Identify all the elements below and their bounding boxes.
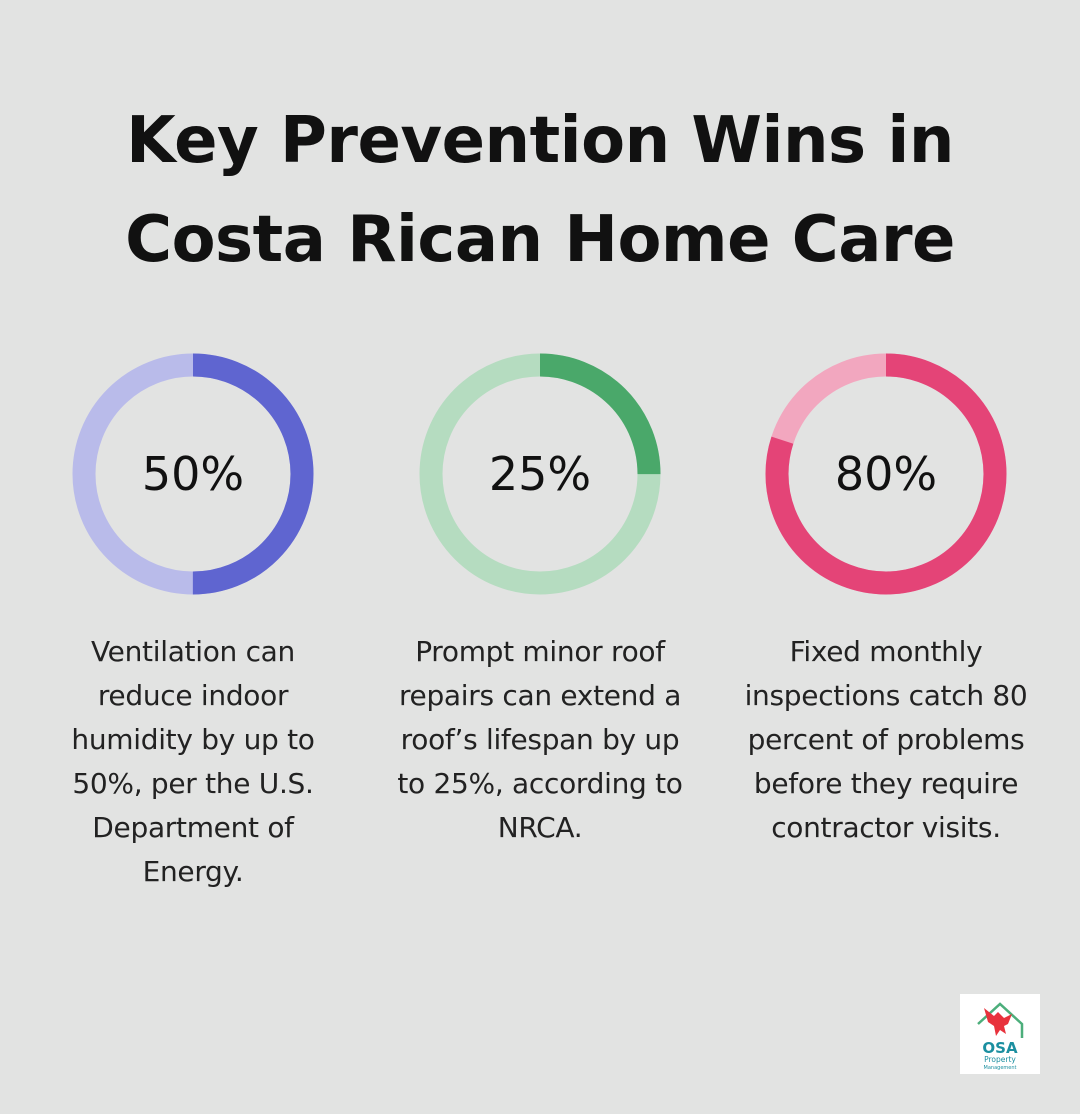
donut-chart-2: 25% [419, 353, 661, 595]
page-title: Key Prevention Wins in Costa Rican Home … [0, 92, 1080, 290]
stat-card-2: 25% Prompt minor roof repairs can extend… [395, 352, 685, 850]
logo-sub-text-2: Management [984, 1065, 1017, 1071]
donut-3-value-arc [765, 353, 1007, 595]
donut-1-label: 50% [142, 447, 244, 501]
donut-1-value-arc [72, 353, 314, 595]
stat-2-description: Prompt minor roof repairs can extend a r… [397, 635, 683, 844]
stat-card-1: 50% Ventilation can reduce indoor humidi… [48, 352, 338, 894]
logo-graphic: OSA Property Management [977, 1002, 1024, 1071]
donut-chart-1: 50% [72, 353, 314, 595]
macaw-bird-icon [984, 1008, 1012, 1036]
donut-2-label: 25% [489, 447, 591, 501]
brand-logo: OSA Property Management [960, 994, 1040, 1074]
logo-brand-text: OSA [982, 1039, 1018, 1057]
title-line-2: Costa Rican Home Care [125, 203, 955, 277]
stat-3-description: Fixed monthly inspections catch 80 perce… [744, 635, 1028, 844]
donut-3-label: 80% [835, 447, 937, 501]
title-line-1: Key Prevention Wins in [126, 104, 954, 178]
stat-1-description: Ventilation can reduce indoor humidity b… [71, 635, 315, 888]
stat-card-3: 80% Fixed monthly inspections catch 80 p… [741, 352, 1031, 850]
donut-chart-3: 80% [765, 353, 1007, 595]
donut-2-value-arc [419, 353, 661, 595]
logo-sub-text-1: Property [984, 1055, 1016, 1064]
